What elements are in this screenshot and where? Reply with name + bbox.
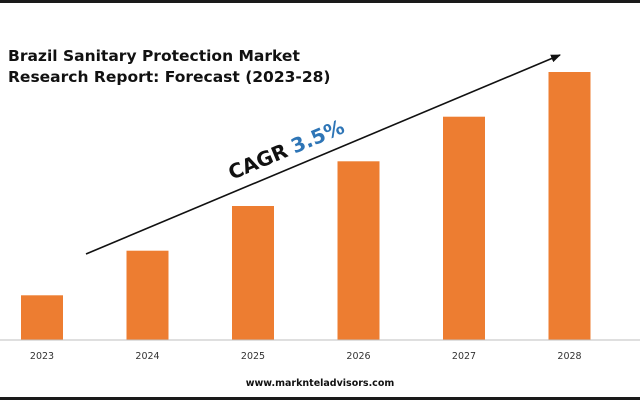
website-link[interactable]: www.marknteladvisors.com [245, 378, 395, 389]
cagr-value: 3.5% [287, 115, 347, 159]
bar-2025 [232, 206, 274, 340]
cagr-label: CAGR [225, 138, 291, 184]
bar-2026 [337, 161, 380, 340]
x-tick-label-2026: 2026 [346, 351, 370, 362]
x-tick-label-2028: 2028 [557, 351, 581, 362]
x-tick-label-2023: 2023 [30, 351, 54, 362]
bottom-border [0, 397, 640, 400]
x-tick-labels: 2023 2024 2025 2026 2027 2028 [30, 351, 582, 362]
bar-2028 [548, 72, 591, 340]
chart-title-line-1: Brazil Sanitary Protection Market [8, 47, 300, 65]
bar-2024 [126, 250, 169, 340]
chart-title: Brazil Sanitary Protection Market Resear… [8, 46, 331, 88]
growth-arrow [85, 54, 561, 255]
bar-2023 [21, 295, 63, 340]
x-tick-label-2024: 2024 [135, 351, 159, 362]
cagr-annotation: CAGR3.5% [225, 115, 348, 185]
bar-2027 [443, 116, 485, 340]
chart-title-line-2: Research Report: Forecast (2023-28) [8, 68, 331, 86]
x-tick-label-2027: 2027 [452, 351, 476, 362]
top-border [0, 0, 640, 3]
x-tick-label-2025: 2025 [241, 351, 265, 362]
bars-group [21, 72, 591, 340]
